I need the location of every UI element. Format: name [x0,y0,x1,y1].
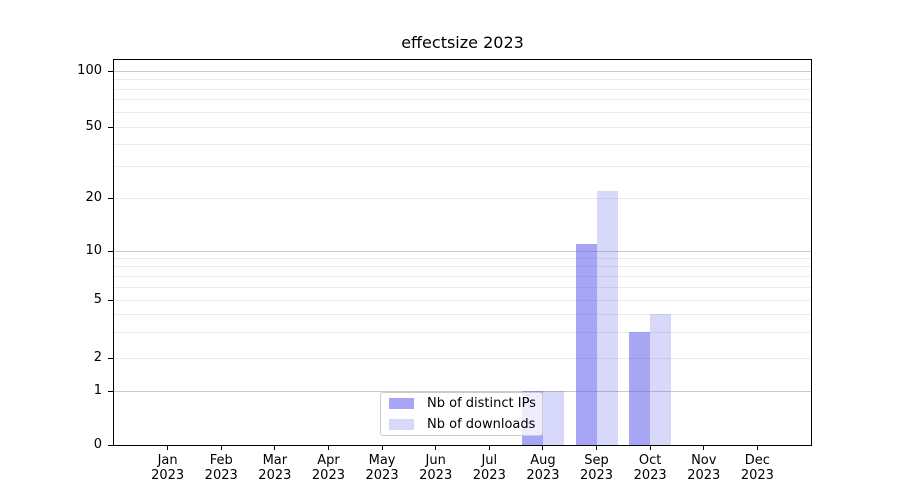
x-label-year: 2023 [579,468,614,483]
x-axis-tick-label: Jun 2023 [404,453,468,483]
x-label-year: 2023 [526,468,560,483]
x-label-month: Jun [425,453,446,468]
legend-swatch-downloads [389,419,414,430]
minor-gridline [114,286,811,288]
major-gridline [114,250,811,252]
bar-distinct-ips-sep [575,243,597,445]
bar-downloads-sep [596,190,618,445]
y-axis-tick-label: 20 [85,190,102,205]
minor-gridline [114,166,811,168]
minor-gridline [114,257,811,259]
x-label-year: 2023 [419,468,453,483]
x-axis-tick-label: Jul 2023 [457,453,521,483]
x-label-month: Apr [317,453,340,468]
x-label-year: 2023 [472,468,506,483]
x-axis-tick [327,445,329,450]
x-label-year: 2023 [151,468,185,483]
minor-gridline [114,126,811,128]
x-axis-tick-label: May 2023 [350,453,414,483]
x-label-year: 2023 [740,468,774,483]
x-label-month: Mar [262,453,288,468]
major-gridline [114,390,811,392]
x-label-month: Jul [481,453,498,468]
bar-distinct-ips-oct [629,332,651,445]
minor-gridline [114,99,811,101]
y-axis-tick-label: 5 [93,292,102,307]
x-axis-tick [596,445,598,450]
minor-gridline [114,88,811,90]
y-axis-tick [108,357,114,359]
x-label-month: Dec [744,453,770,468]
y-axis-tick-label: 50 [85,119,102,134]
x-axis-tick [649,445,651,450]
x-axis-tick [435,445,437,450]
legend-label-distinct-ips: Nb of distinct IPs [427,395,536,411]
y-axis-tick [108,250,114,252]
x-label-month: Aug [530,453,556,468]
legend: Nb of distinct IPs Nb of downloads [380,392,543,436]
y-axis-tick-label: 1 [93,383,102,398]
x-axis-tick-label: Aug 2023 [511,453,575,483]
y-axis-tick-label: 100 [77,63,102,78]
y-axis-tick [108,444,114,446]
minor-gridline [114,299,811,301]
x-label-year: 2023 [633,468,667,483]
chart-title: effectsize 2023 [401,33,524,52]
minor-gridline [114,313,811,315]
x-axis-tick-label: Mar 2023 [243,453,307,483]
y-axis-tick [108,70,114,72]
legend-swatch-distinct-ips [389,398,414,409]
legend-item-downloads: Nb of downloads [389,416,536,433]
minor-gridline [114,266,811,268]
minor-gridline [114,331,811,333]
x-axis-tick-label: Dec 2023 [725,453,789,483]
x-axis-tick-label: Apr 2023 [296,453,360,483]
bar-downloads-oct [650,314,672,445]
minor-gridline [114,357,811,359]
x-axis-tick [488,445,490,450]
x-axis-tick-label: Sep 2023 [565,453,629,483]
legend-item-distinct-ips: Nb of distinct IPs [389,395,536,412]
x-label-year: 2023 [365,468,399,483]
y-axis-tick [108,390,114,392]
y-axis-tick [108,197,114,199]
x-axis-tick-label: Jan 2023 [136,453,200,483]
x-axis-tick-label: Nov 2023 [672,453,736,483]
x-axis-tick [756,445,758,450]
x-label-month: Sep [584,453,609,468]
plot-area: 0 1 2 5 10 20 50 100 Jan 2023 Feb 2023 Mar 2023 Apr 202… [77,59,812,483]
x-label-month: Nov [691,453,717,468]
legend-label-downloads: Nb of downloads [427,416,536,432]
x-axis-tick [220,445,222,450]
x-axis-tick-label: Feb 2023 [189,453,253,483]
x-axis-tick-label: Oct 2023 [618,453,682,483]
x-label-year: 2023 [311,468,345,483]
y-axis-tick [108,126,114,128]
y-axis-tick [108,299,114,301]
minor-gridline [114,197,811,199]
x-label-month: Feb [209,453,233,468]
y-axis-tick-label: 2 [93,350,102,365]
x-label-year: 2023 [204,468,238,483]
x-label-year: 2023 [687,468,721,483]
x-label-month: Jan [157,453,178,468]
minor-gridline [114,79,811,80]
y-axis-tick-label: 0 [93,437,102,452]
x-axis-tick [167,445,169,450]
x-axis-tick [542,445,544,450]
minor-gridline [114,111,811,113]
minor-gridline [114,143,811,145]
x-label-month: Oct [638,453,662,468]
x-axis-tick [381,445,383,450]
x-label-year: 2023 [258,468,292,483]
bar-downloads-aug [542,391,564,445]
x-axis-tick [703,445,705,450]
y-axis-tick-label: 10 [85,243,102,258]
minor-gridline [114,275,811,277]
x-axis-tick [274,445,276,450]
major-gridline [114,70,811,72]
x-label-month: May [368,453,396,468]
